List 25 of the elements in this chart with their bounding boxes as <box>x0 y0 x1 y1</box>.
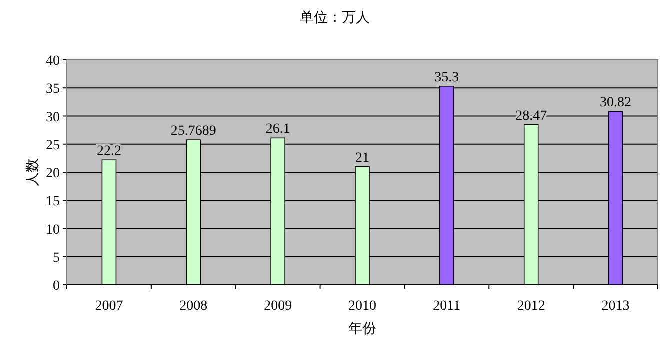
y-tick-label: 5 <box>53 250 60 266</box>
y-tick-label: 40 <box>46 54 60 69</box>
x-tick-label: 2011 <box>433 299 461 314</box>
data-label: 26.1 <box>266 122 290 138</box>
x-tick-label: 2010 <box>348 299 376 314</box>
data-label: 25.7689 <box>170 124 216 140</box>
y-tick-label: 15 <box>46 194 60 210</box>
y-tick-label: 0 <box>53 279 60 294</box>
x-tick-label: 2013 <box>602 299 630 314</box>
y-tick-label: 30 <box>46 110 60 126</box>
x-tick-label: 2012 <box>517 299 546 314</box>
y-tick-label: 20 <box>46 166 60 182</box>
data-label: 21 <box>356 150 370 166</box>
x-tick-label: 2009 <box>264 299 292 314</box>
x-tick-label: 2008 <box>180 299 208 314</box>
data-label: 30.82 <box>600 96 632 111</box>
data-label: 22.2 <box>96 144 122 160</box>
chart-title: 单位：万人 <box>300 9 370 25</box>
y-axis-title: 人数 <box>24 158 40 186</box>
y-tick-label: 10 <box>46 222 60 238</box>
y-tick-label: 35 <box>46 82 60 98</box>
x-tick-label: 2007 <box>95 299 124 314</box>
x-axis-title: 年份 <box>348 320 376 336</box>
y-tick-label: 25 <box>46 138 60 154</box>
data-label: 35.3 <box>434 70 460 86</box>
